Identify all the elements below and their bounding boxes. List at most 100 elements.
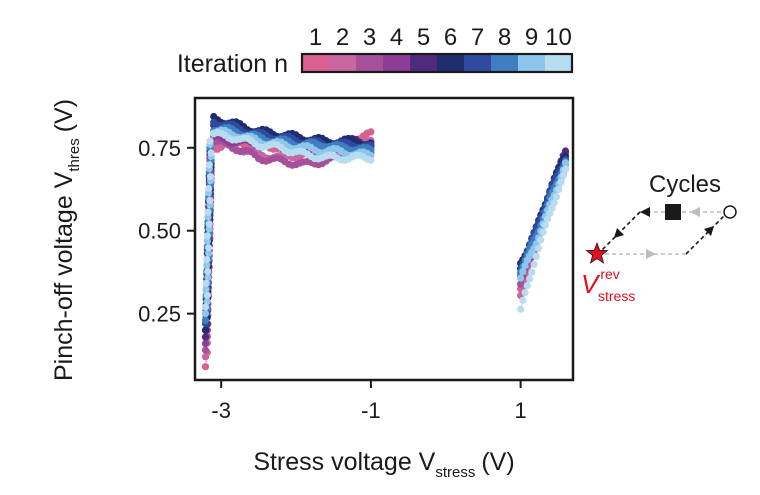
colorbar-tick-label: 7 — [471, 24, 484, 51]
data-point — [204, 208, 212, 216]
colorbar-tick-label: 10 — [545, 24, 572, 51]
data-point — [201, 326, 210, 334]
data-point — [528, 268, 536, 276]
colorbar-swatch-5 — [410, 54, 438, 72]
data-point — [206, 196, 214, 204]
data-point — [204, 267, 212, 276]
series-line-negative — [205, 138, 372, 357]
data-point — [207, 149, 215, 157]
data-point — [205, 184, 213, 193]
y-axis-label-sub: thres — [66, 138, 83, 171]
colorbar-tick-label: 9 — [525, 24, 538, 51]
data-point — [521, 289, 529, 297]
colorbar-swatch-2 — [329, 54, 357, 72]
data-point — [201, 346, 210, 354]
series-iteration-1 — [201, 128, 570, 371]
colorbar-label: Iteration n — [177, 50, 288, 78]
colorbar-swatch-7 — [464, 54, 492, 72]
y-axis-label-main: Pinch-off voltage V — [50, 171, 78, 381]
data-point — [561, 147, 570, 155]
x-tick-label: -3 — [211, 398, 231, 423]
colorbar-swatch-4 — [383, 54, 411, 72]
y-tick-label: 0.75 — [138, 136, 181, 161]
data-point — [367, 128, 375, 136]
series-iteration-10 — [201, 129, 570, 313]
series-iteration-2 — [201, 135, 570, 361]
data-point — [205, 244, 213, 252]
data-point — [526, 275, 534, 283]
colorbar-swatch-9 — [518, 54, 546, 72]
data-point — [555, 185, 563, 193]
colorbar: 1 2 3 4 5 6 7 8 9 10 Iteration n — [177, 24, 574, 78]
colorbar-tick-label: 2 — [336, 24, 349, 51]
data-point — [532, 252, 540, 260]
y-axis-label: Pinch-off voltage Vthres (V) — [50, 99, 83, 381]
data-point — [203, 261, 211, 269]
data-point — [201, 333, 210, 341]
data-point — [561, 165, 570, 173]
data-point — [517, 305, 525, 313]
colorbar-tick-label: 5 — [417, 24, 430, 51]
reverse-stress-label-main: V — [581, 269, 601, 299]
x-axis-label-sub: stress — [435, 464, 475, 481]
data-point — [548, 204, 556, 212]
data-point — [521, 262, 529, 270]
data-point — [523, 281, 531, 290]
colorbar-tick-label: 8 — [498, 24, 511, 51]
data-point — [557, 178, 565, 186]
data-point — [201, 310, 210, 318]
data-point — [205, 249, 213, 257]
x-axis-label-unit: (V) — [481, 448, 514, 476]
data-point — [202, 279, 210, 287]
cycle-right-up-segment — [685, 211, 729, 255]
data-point — [559, 171, 567, 179]
data-point — [552, 192, 561, 201]
data-point — [519, 268, 527, 276]
data-point — [561, 159, 570, 167]
data-point — [517, 274, 525, 282]
colorbar-frame — [300, 52, 574, 74]
data-point — [201, 339, 210, 348]
arrow-right-up-icon — [704, 226, 714, 236]
colorbar-tick-label: 4 — [390, 24, 403, 51]
data-point — [202, 285, 210, 294]
x-tick-label: 1 — [514, 398, 526, 423]
plot-frame — [193, 96, 575, 382]
data-point — [205, 161, 213, 169]
y-axis-label-unit: (V) — [50, 99, 78, 132]
data-point — [201, 316, 210, 324]
data-point — [203, 256, 211, 264]
series-iteration-4 — [201, 132, 570, 348]
arrow-left-down-icon — [614, 228, 624, 238]
series-iteration-3 — [201, 137, 570, 354]
data-point — [203, 237, 211, 245]
colorbar-tick-label: 6 — [444, 24, 457, 51]
cycles-title: Cycles — [649, 171, 721, 198]
reverse-stress-label-sup: rev — [600, 266, 619, 282]
colorbar-swatch-6 — [437, 54, 465, 72]
data-point — [204, 273, 212, 281]
arrow-top-gray-icon — [690, 207, 700, 217]
data-point — [367, 156, 375, 164]
open-circle-marker-icon — [723, 205, 737, 219]
data-point — [530, 260, 538, 269]
data-point — [541, 221, 549, 229]
data-point — [544, 215, 552, 223]
colorbar-swatch-10 — [545, 54, 573, 72]
colorbar-swatch-3 — [356, 54, 384, 72]
data-point — [201, 363, 210, 371]
reverse-stress-star-icon — [585, 241, 609, 264]
x-axis-label: Stress voltage Vstress (V) — [253, 448, 514, 481]
x-tick-label: -1 — [361, 398, 381, 423]
data-point — [537, 236, 545, 244]
arrow-bottom-gray-icon — [646, 249, 656, 259]
data-point — [539, 228, 547, 236]
data-point — [201, 353, 210, 361]
square-marker-icon — [665, 204, 681, 220]
data-point — [517, 280, 525, 288]
series-line-negative — [205, 140, 372, 351]
y-tick-label: 0.25 — [138, 302, 181, 327]
data-point — [535, 244, 543, 252]
